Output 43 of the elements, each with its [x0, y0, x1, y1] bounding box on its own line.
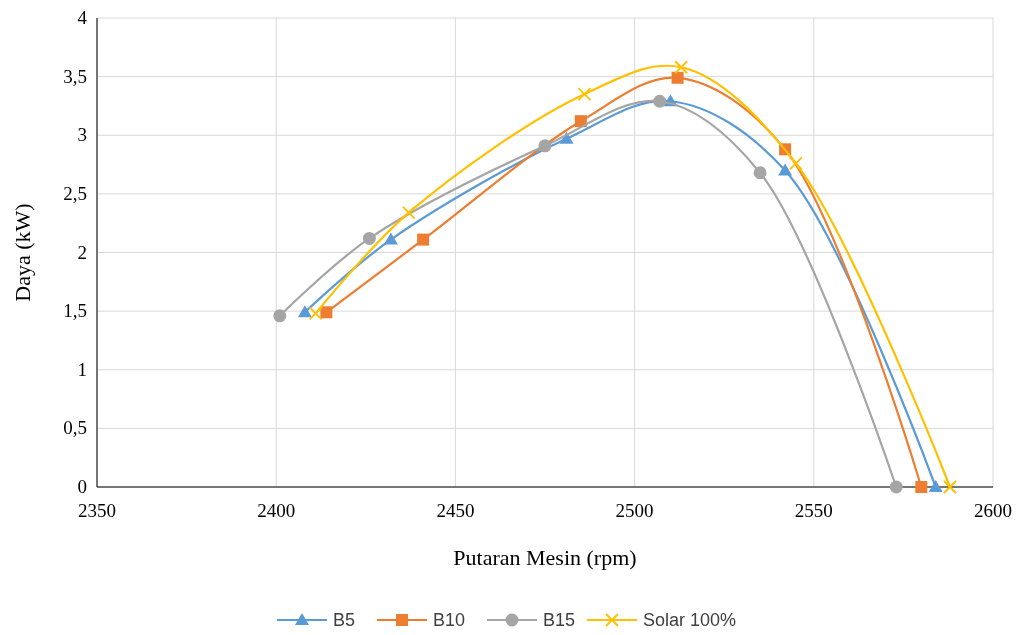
- x-tick-label: 2550: [794, 500, 833, 521]
- y-axis-title: Daya (kW): [10, 203, 35, 302]
- legend-label: B10: [433, 610, 466, 630]
- point: [574, 115, 587, 128]
- point: [943, 480, 957, 494]
- y-tick-label: 3: [77, 124, 87, 146]
- x-tick-label: 2500: [615, 500, 654, 521]
- legend-label: B5: [333, 610, 356, 630]
- y-tick-label: 3,5: [63, 65, 87, 87]
- legend-label: Solar 100%: [643, 610, 737, 630]
- x-tick-label: 2450: [436, 500, 475, 521]
- y-tick-label: 2,5: [63, 182, 87, 204]
- y-tick-label: 1,5: [63, 300, 87, 322]
- legend-label: B15: [543, 610, 576, 630]
- point: [383, 232, 398, 245]
- point: [778, 163, 793, 176]
- y-tick-label: 1: [77, 358, 87, 380]
- point: [417, 233, 430, 246]
- x-tick-label: 2400: [257, 500, 296, 521]
- x-tick-label: 2600: [974, 500, 1012, 521]
- point: [671, 71, 684, 84]
- y-tick-label: 4: [77, 7, 88, 28]
- x-axis-title: Putaran Mesin (rpm): [453, 545, 637, 570]
- x-tick-label: 2350: [78, 500, 116, 521]
- point: [538, 139, 552, 153]
- point: [674, 60, 689, 75]
- point: [889, 480, 903, 494]
- point: [273, 309, 287, 323]
- point: [753, 166, 767, 180]
- point: [577, 87, 592, 102]
- point: [928, 480, 943, 492]
- point: [297, 305, 312, 318]
- y-tick-label: 2: [77, 241, 87, 263]
- point: [308, 306, 323, 321]
- point: [401, 205, 416, 220]
- y-tick-label: 0: [77, 476, 87, 497]
- y-tick-label: 0,5: [63, 417, 87, 439]
- point: [915, 481, 928, 493]
- point: [788, 156, 803, 171]
- point: [559, 131, 574, 144]
- point: [320, 306, 333, 319]
- point: [653, 94, 667, 108]
- point: [362, 231, 376, 245]
